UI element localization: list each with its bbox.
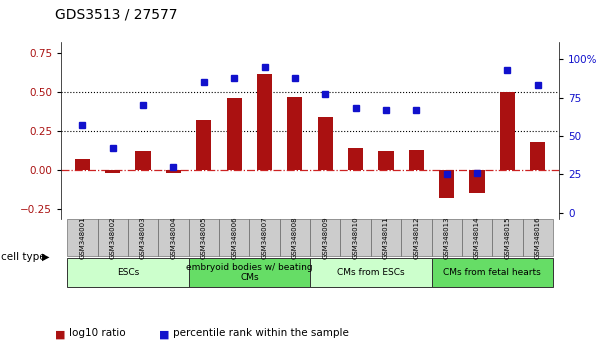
Text: GSM348006: GSM348006: [231, 217, 237, 259]
Bar: [249, 219, 280, 256]
Bar: [196, 120, 211, 170]
Text: GDS3513 / 27577: GDS3513 / 27577: [55, 7, 177, 21]
Bar: [492, 219, 522, 256]
Text: GSM348014: GSM348014: [474, 217, 480, 259]
Bar: [219, 219, 249, 256]
Bar: [287, 97, 302, 170]
Bar: [431, 258, 553, 287]
Text: GSM348003: GSM348003: [140, 217, 146, 259]
Text: GSM348009: GSM348009: [322, 217, 328, 259]
Bar: [318, 117, 333, 170]
Bar: [257, 74, 272, 170]
Bar: [75, 159, 90, 170]
Bar: [166, 170, 181, 173]
Bar: [189, 219, 219, 256]
Bar: [310, 258, 431, 287]
Bar: [469, 170, 485, 193]
Bar: [310, 219, 340, 256]
Text: GSM348002: GSM348002: [110, 217, 115, 259]
Bar: [105, 170, 120, 173]
Text: GSM348016: GSM348016: [535, 217, 541, 259]
Text: GSM348004: GSM348004: [170, 217, 177, 259]
Text: GSM348001: GSM348001: [79, 217, 86, 259]
Bar: [136, 151, 151, 170]
Text: GSM348012: GSM348012: [414, 217, 419, 259]
Text: log10 ratio: log10 ratio: [69, 328, 126, 338]
Text: GSM348013: GSM348013: [444, 217, 450, 259]
Text: GSM348005: GSM348005: [201, 217, 207, 259]
Text: CMs from fetal hearts: CMs from fetal hearts: [444, 268, 541, 277]
Bar: [340, 219, 371, 256]
Bar: [158, 219, 189, 256]
Bar: [462, 219, 492, 256]
Bar: [128, 219, 158, 256]
Text: ■: ■: [159, 330, 169, 340]
Bar: [431, 219, 462, 256]
Bar: [67, 258, 189, 287]
Bar: [348, 148, 363, 170]
Bar: [439, 170, 455, 198]
Text: embryoid bodies w/ beating
CMs: embryoid bodies w/ beating CMs: [186, 263, 313, 282]
Text: CMs from ESCs: CMs from ESCs: [337, 268, 404, 277]
Text: GSM348008: GSM348008: [292, 217, 298, 259]
Text: cell type: cell type: [1, 252, 46, 262]
Bar: [522, 219, 553, 256]
Text: GSM348007: GSM348007: [262, 217, 268, 259]
Bar: [280, 219, 310, 256]
Text: GSM348011: GSM348011: [383, 217, 389, 259]
Bar: [189, 258, 310, 287]
Bar: [378, 151, 393, 170]
Bar: [227, 98, 242, 170]
Text: ESCs: ESCs: [117, 268, 139, 277]
Text: GSM348010: GSM348010: [353, 217, 359, 259]
Bar: [98, 219, 128, 256]
Bar: [530, 142, 546, 170]
Bar: [401, 219, 431, 256]
Text: ■: ■: [55, 330, 65, 340]
Bar: [67, 219, 98, 256]
Bar: [500, 92, 515, 170]
Text: GSM348015: GSM348015: [505, 217, 510, 259]
Text: percentile rank within the sample: percentile rank within the sample: [173, 328, 349, 338]
Bar: [409, 150, 424, 170]
Bar: [371, 219, 401, 256]
Text: ▶: ▶: [42, 252, 49, 262]
